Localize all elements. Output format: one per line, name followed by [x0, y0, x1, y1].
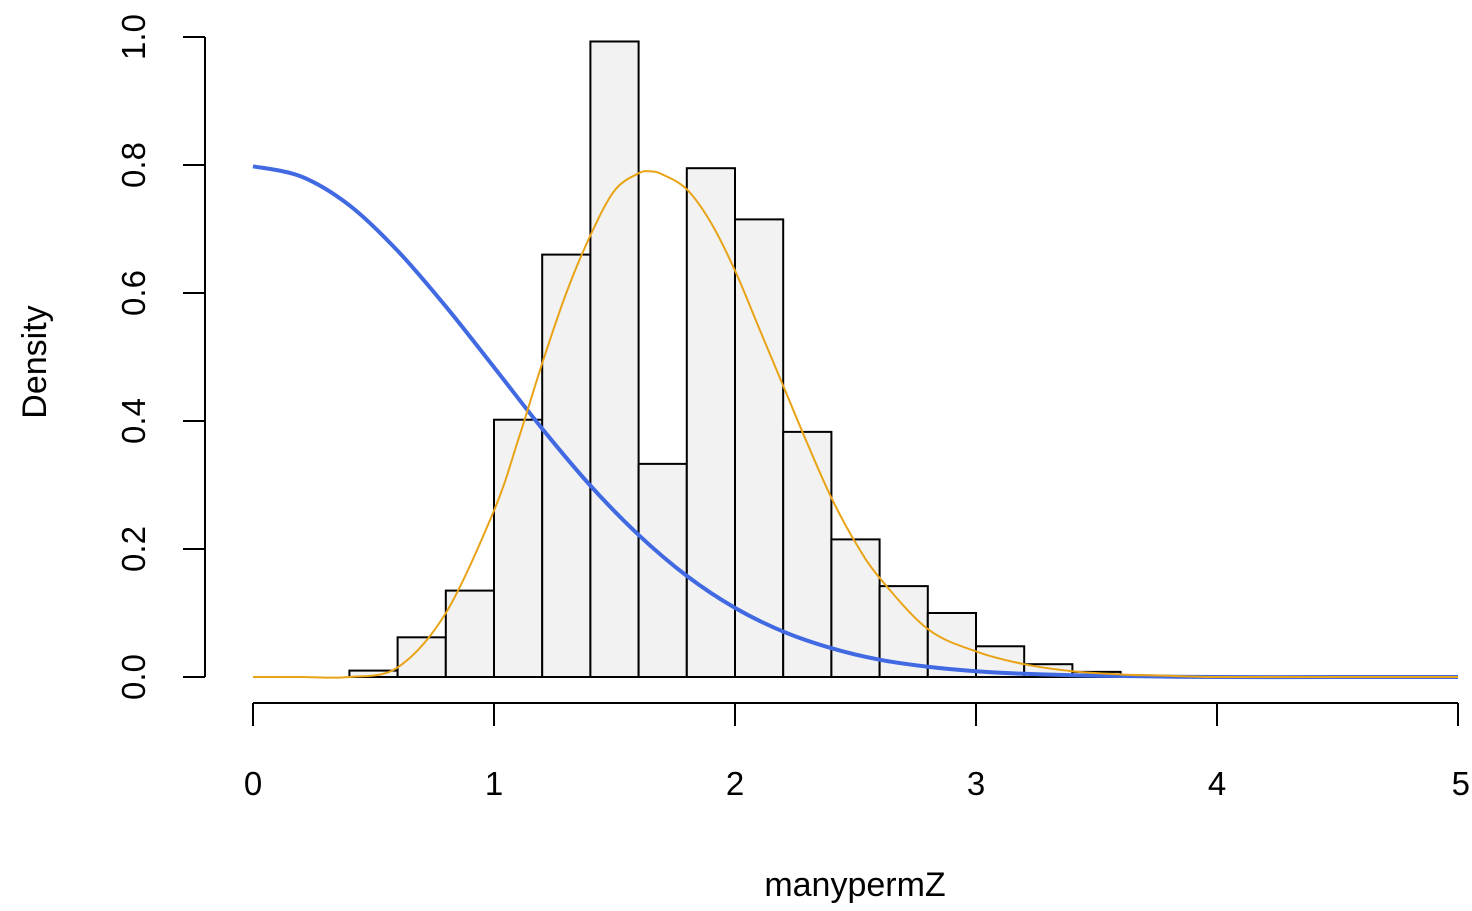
histogram-bar-8 [734, 218, 785, 678]
density-curves [252, 164, 1458, 680]
y-tick-label-3: 0.6 [115, 270, 152, 316]
y-tick-label-0: 0.0 [115, 654, 152, 700]
histogram-bar-7 [685, 167, 736, 678]
y-tick-label-4: 0.8 [115, 142, 152, 188]
histogram-bar-1 [396, 636, 447, 679]
density-curve-1 [253, 170, 1458, 679]
y-axis-title: Density [16, 305, 54, 418]
histogram-bar-2 [444, 589, 495, 678]
y-tick-label-1: 0.2 [115, 526, 152, 572]
x-tick-label-4: 4 [1208, 765, 1226, 802]
x-tick-label-3: 3 [967, 765, 985, 802]
y-axis: 0.0 0.2 0.4 0.6 0.8 1.0 [115, 14, 206, 700]
x-axis: 0 1 2 3 4 5 [244, 702, 1470, 802]
x-tick-label-1: 1 [485, 765, 503, 802]
x-axis-title: manypermZ [764, 866, 945, 904]
x-tick-label-5: 5 [1452, 765, 1470, 802]
y-tick-label-2: 0.4 [115, 398, 152, 444]
histogram-bar-3 [493, 418, 544, 678]
density-curve-0 [252, 164, 1458, 680]
histogram-bars [348, 40, 1122, 679]
histogram-bar-4 [541, 253, 592, 678]
x-tick-label-2: 2 [726, 765, 744, 802]
x-tick-label-0: 0 [244, 765, 262, 802]
y-tick-label-5: 1.0 [115, 14, 152, 60]
histogram-bar-5 [589, 40, 640, 679]
